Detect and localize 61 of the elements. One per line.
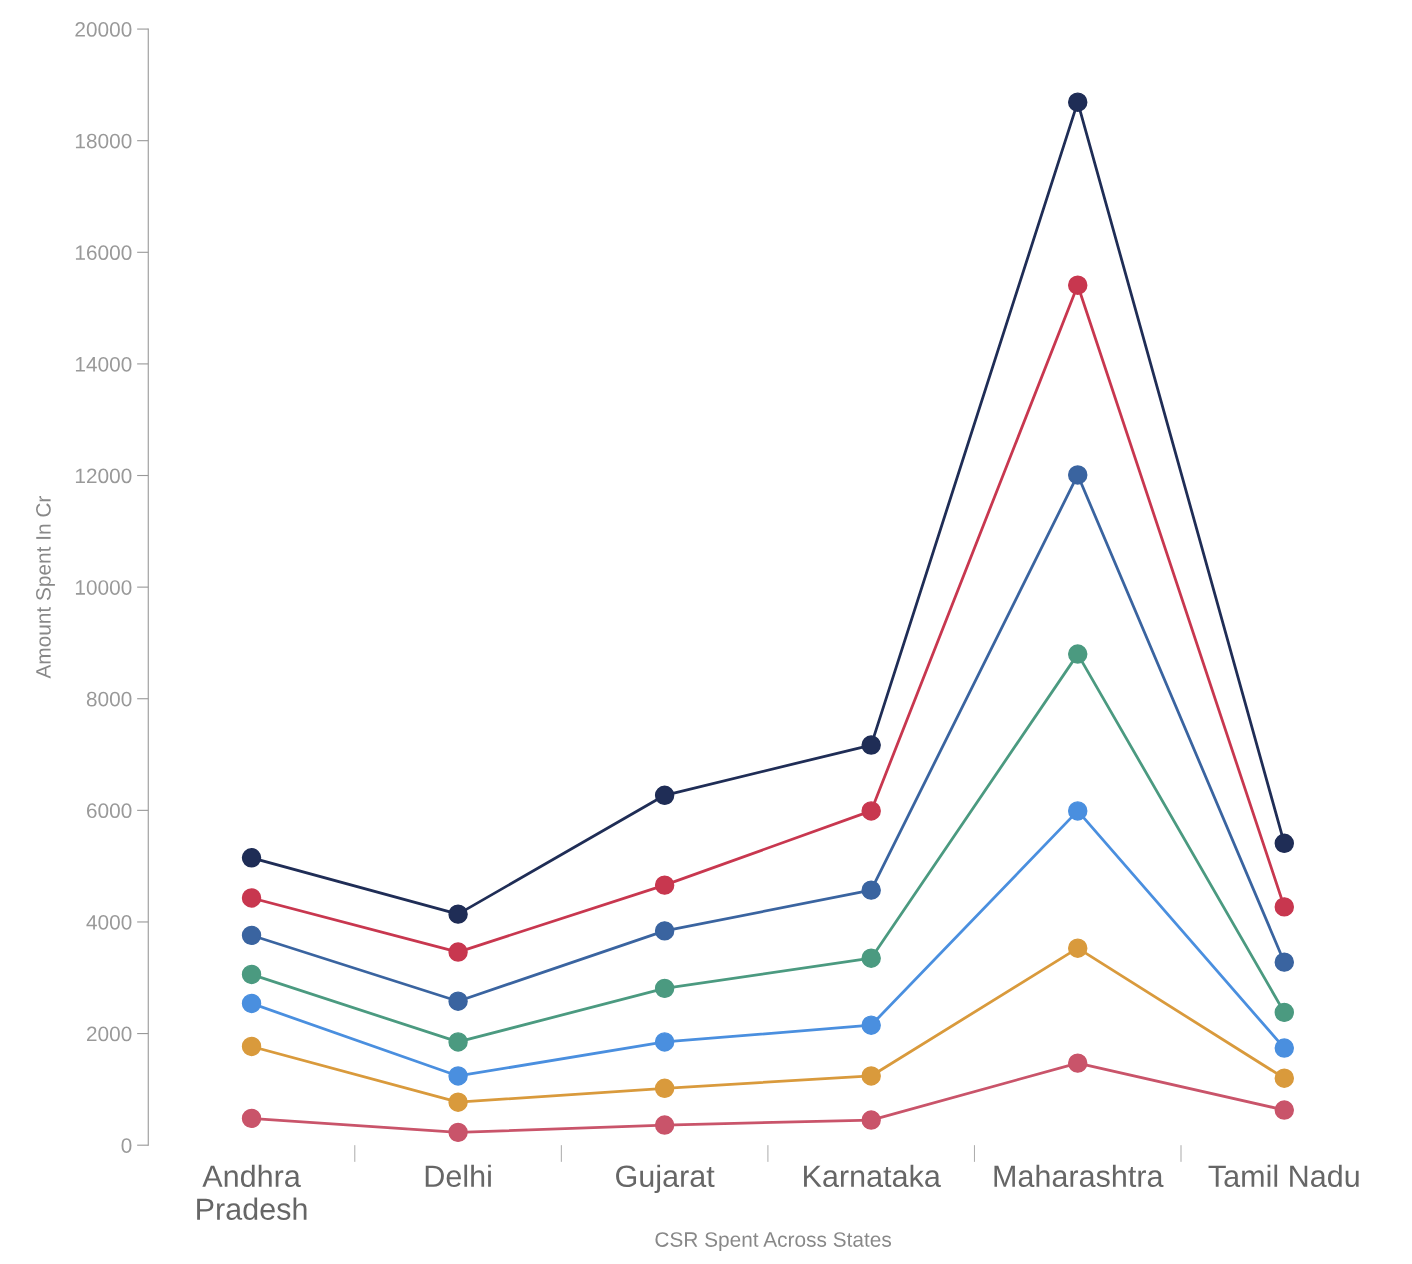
point (654, 921, 675, 941)
point (241, 1036, 262, 1057)
point (1274, 1002, 1295, 1023)
point (861, 880, 881, 900)
point (654, 1032, 675, 1052)
point (448, 1122, 468, 1143)
point (654, 785, 675, 806)
y-tick-label: 16000 (75, 245, 132, 261)
point (1068, 801, 1088, 821)
point (861, 801, 881, 821)
point (448, 904, 468, 924)
point (654, 875, 675, 895)
point (448, 1032, 468, 1052)
point (1274, 897, 1295, 917)
point (1068, 644, 1088, 664)
point (1274, 833, 1295, 853)
x-tick-label: Karnataka (804, 1164, 941, 1188)
y-tick-label: 14000 (75, 356, 132, 372)
point (1274, 1038, 1295, 1058)
y-axis-title: Amount Spent In Cr (36, 495, 55, 679)
point (241, 848, 262, 868)
point (1274, 1068, 1295, 1088)
point (861, 948, 881, 968)
point (654, 1115, 675, 1135)
point (1274, 1100, 1295, 1120)
point (861, 1015, 881, 1035)
point (241, 1108, 262, 1129)
y-tick-label: 4000 (86, 914, 132, 930)
point (448, 991, 468, 1011)
point (861, 1110, 881, 1130)
x-tick-label: Gujarat (616, 1164, 715, 1194)
y-tick-label: 10000 (75, 580, 132, 595)
x-tick-label: Andhra Pradesh (197, 1164, 307, 1220)
point (241, 993, 262, 1014)
point (448, 942, 468, 962)
point (448, 1092, 468, 1112)
y-tick-label: 2000 (86, 1026, 132, 1042)
y-tick-label: 0 (121, 1138, 132, 1153)
point (654, 978, 675, 999)
y-tick-label: 12000 (75, 468, 132, 484)
point (241, 888, 262, 908)
point (448, 1066, 468, 1086)
x-tick-label: Maharashtra (994, 1164, 1164, 1188)
point (861, 735, 881, 755)
point (861, 1066, 881, 1086)
point (241, 925, 262, 946)
x-tick-label: Delhi (425, 1164, 491, 1188)
point (1068, 275, 1088, 295)
x-axis-title: CSR Spent Across States (655, 1232, 892, 1251)
point (1068, 938, 1088, 958)
point (241, 964, 262, 985)
point (1068, 92, 1088, 112)
y-tick-label: 18000 (75, 133, 132, 149)
y-tick-label: 6000 (87, 803, 132, 819)
point (1274, 952, 1295, 972)
point (1068, 465, 1088, 485)
x-tick-label: Tamil Nadu (1208, 1164, 1359, 1188)
y-tick-label: 20000 (75, 22, 132, 37)
point (1068, 1053, 1088, 1073)
point (654, 1078, 675, 1098)
y-tick-label: 8000 (86, 691, 132, 707)
